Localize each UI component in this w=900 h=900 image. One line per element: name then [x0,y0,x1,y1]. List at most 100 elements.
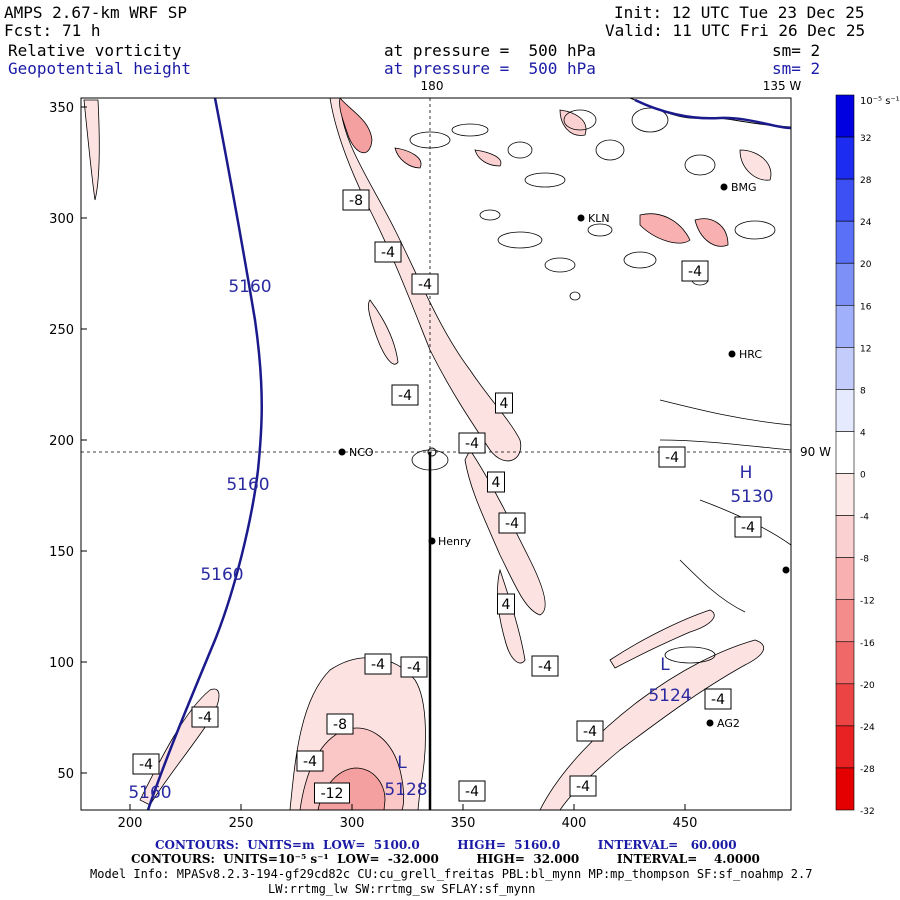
plot-frame [80,97,792,811]
y-tick-label: 200 [49,434,74,449]
colorbar-swatch [835,262,855,306]
station-label: NCO [349,446,374,459]
valid-time: Valid: 11 UTC Fri 26 Dec 25 [605,21,866,40]
vorticity-label-box [400,656,428,678]
field-vorticity-name: Relative vorticity [8,41,182,60]
vorticity-labels: -8-4-4-4 4-4-44-4 -44-4-4-4 -4-4 -8-4-12-4-4… [132,189,762,804]
colorbar-label: -24 [860,723,875,733]
vorticity-cell [394,147,422,169]
vorticity-label-box [498,512,526,534]
vorticity-label-box [364,653,392,675]
vorticity-cell [694,218,729,247]
station-marker [720,183,728,191]
footer-model-info: Model Info: MPASv8.2.3-194-gf29cd82c CU:… [90,867,813,881]
vorticity-label: -4 [198,710,212,726]
vorticity-label: -8 [349,193,363,209]
vorticity-cell-north [339,98,373,153]
colorbar-label: -16 [860,639,875,649]
station-marker [706,719,714,727]
colorbar-swatch [835,473,855,516]
field-vorticity-level: at pressure = 500 hPa [384,41,596,60]
x-tick-label: 400 [562,816,587,831]
cross-section-start-marker [427,447,437,457]
field-height-level: at pressure = 500 hPa [384,59,596,78]
vorticity-label: -12 [321,786,344,802]
colorbar-swatch [835,557,855,601]
station-label: AG2 [717,717,740,730]
colorbar-swatch [835,94,855,138]
vorticity-label-box [487,471,505,493]
y-tick-label: 300 [49,212,74,227]
vorticity-label: -4 [583,724,597,740]
height-label: 5160 [226,475,269,495]
station-marker [782,566,790,574]
field-vorticity-smoothing: sm= 2 [772,41,821,60]
vorticity-label: -4 [381,245,395,261]
colorbar-swatch [835,136,855,180]
vorticity-label: -4 [418,277,432,293]
station-label: Henry [438,535,472,548]
footer-model-info-2: LW:rrtmg_lw SW:rrtmg_sw SFLAY:sf_mynn [268,882,536,896]
colorbar-swatch [835,683,855,727]
vorticity-label-box [734,516,762,538]
vorticity-band-southeast2 [609,609,715,669]
vorticity-label-box [374,241,402,263]
vorticity-label-box [391,384,419,406]
meridian-135w-label: 135 W [763,79,802,93]
colorbar-swatch [835,599,855,643]
height-label: 5130 [730,487,773,507]
vorticity-label: -4 [505,516,519,532]
y-tick-label: 150 [49,545,74,560]
colorbar-label: 20 [860,260,872,270]
colorbar-label: 4 [860,428,866,438]
colorbar-label: 16 [860,302,872,312]
forecast-hours: 71 h [62,21,101,40]
vorticity-label: -4 [407,660,421,676]
x-tick-label: 250 [229,816,254,831]
height-label: 5128 [384,780,427,800]
colorbar-label: 24 [860,218,872,228]
height-label: 5124 [648,686,691,706]
vorticity-label-box [411,273,439,295]
vorticity-label-box [458,432,486,454]
station-label: KLN [588,212,610,225]
vorticity-label: 4 [492,475,501,491]
low-pressure-marker: L [660,655,670,675]
forecast-label: Fcst: [4,21,53,40]
colorbar-label: -8 [860,555,869,565]
colorbar-swatch [835,641,855,685]
vorticity-label-box [458,780,486,802]
height-label: 5160 [200,565,243,585]
init-time: Init: 12 UTC Tue 23 Dec 25 [614,3,865,22]
vorticity-label-box [495,392,513,414]
meridian-90w-label: 90 W [800,445,831,459]
colorbar-label: -28 [860,765,875,775]
vorticity-label: -4 [465,784,479,800]
vorticity-label-box [531,655,559,677]
x-tick-label: 350 [451,816,476,831]
height-contours [146,98,791,810]
colorbar-swatch [835,725,855,769]
vorticity-cell [639,213,691,244]
vorticity-label: -4 [398,388,412,404]
map-layers [81,98,791,810]
vorticity-label-box [569,775,597,797]
colorbar-label: 12 [860,344,871,354]
x-tick-label: 450 [673,816,698,831]
y-tick-label: 50 [57,767,74,782]
vorticity-label-box [576,720,604,742]
vorticity-label: -4 [688,264,702,280]
vorticity-label-box [342,189,370,211]
colorbar-swatch [835,347,855,390]
vorticity-label: -4 [665,450,679,466]
station-marker [428,537,436,545]
vorticity-label: -4 [741,520,755,536]
colorbar-swatch [835,767,855,811]
vorticity-label: -4 [538,659,552,675]
station-label: BMG [731,181,757,194]
colorbar-label: 0 [860,471,866,481]
vorticity-label: -4 [371,657,385,673]
meridian-180-label: 180 [421,79,444,93]
high-pressure-marker: H [740,463,753,483]
